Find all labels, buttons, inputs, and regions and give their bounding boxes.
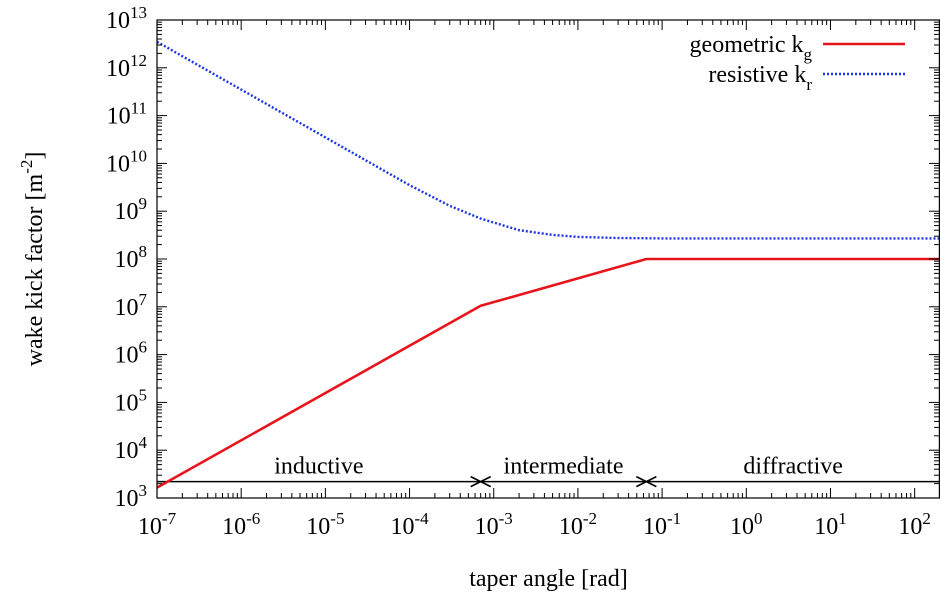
- y-tick-label: 108: [115, 242, 148, 273]
- y-tick-label-exponent: 8: [139, 242, 148, 261]
- y-tick-label-exponent: 10: [130, 146, 147, 165]
- y-tick-label-exponent: 13: [130, 3, 147, 22]
- x-tick-label-exponent: -4: [414, 509, 429, 528]
- legend-label-subscript: r: [806, 75, 812, 94]
- x-tick-label: 100: [730, 509, 763, 540]
- legend-label: resistive kr: [708, 62, 812, 94]
- y-tick-label-base: 10: [106, 8, 130, 34]
- region-label-intermediate: intermediate: [504, 454, 624, 480]
- x-tick-label-base: 10: [730, 514, 754, 540]
- y-tick-label: 1011: [107, 99, 147, 130]
- x-tick-label: 10-3: [475, 509, 513, 540]
- y-axis-label-suffix: ]: [22, 152, 48, 160]
- x-tick-label-base: 10: [475, 514, 499, 540]
- y-tick-label-exponent: 7: [139, 290, 148, 309]
- x-tick-label-exponent: -7: [162, 509, 177, 528]
- y-tick-label-exponent: 5: [139, 385, 148, 404]
- x-tick-label-exponent: 1: [838, 509, 847, 528]
- x-axis-label: taper angle [rad]: [469, 566, 628, 592]
- y-tick-label: 105: [115, 385, 148, 416]
- y-tick-label-base: 10: [107, 104, 131, 130]
- x-tick-label-base: 10: [306, 514, 330, 540]
- y-tick-label-exponent: 9: [139, 194, 148, 213]
- y-axis-label: wake kick factor [m-2]: [17, 152, 48, 367]
- x-tick-label: 10-1: [643, 509, 681, 540]
- region-label-inductive: inductive: [274, 454, 363, 480]
- y-tick-label-base: 10: [115, 199, 139, 225]
- series-line-resistive: [157, 42, 940, 239]
- x-tick-label-exponent: 0: [754, 509, 763, 528]
- y-tick-label-base: 10: [106, 151, 130, 177]
- x-tick-label: 10-7: [138, 509, 177, 540]
- y-tick-label-base: 10: [115, 438, 139, 464]
- y-tick-label: 103: [115, 481, 148, 512]
- x-tick-label: 102: [898, 509, 931, 540]
- x-tick-label-base: 10: [138, 514, 162, 540]
- x-tick-label-exponent: -5: [330, 509, 344, 528]
- x-tick-label: 10-6: [222, 509, 260, 540]
- x-tick-label-exponent: -6: [246, 509, 260, 528]
- y-axis-label-exponent: -2: [17, 160, 36, 174]
- y-tick-label-base: 10: [115, 486, 139, 512]
- x-tick-label: 10-4: [390, 509, 429, 540]
- y-tick-label: 1010: [106, 146, 147, 177]
- x-tick-label-exponent: -1: [667, 509, 681, 528]
- x-tick-label-exponent: 2: [922, 509, 931, 528]
- x-tick-label: 10-2: [559, 509, 597, 540]
- y-tick-label: 106: [115, 338, 148, 369]
- y-tick-label-base: 10: [115, 247, 139, 273]
- y-tick-label-exponent: 12: [130, 51, 147, 70]
- x-tick-label-exponent: -3: [499, 509, 513, 528]
- x-tick-label-base: 10: [643, 514, 667, 540]
- x-tick-label: 101: [814, 509, 847, 540]
- y-tick-label-base: 10: [106, 56, 130, 82]
- y-tick-label-exponent: 11: [131, 99, 147, 118]
- legend-label-name: resistive k: [708, 62, 806, 88]
- y-tick-label-exponent: 4: [139, 433, 148, 452]
- region-label-diffractive: diffractive: [743, 454, 843, 480]
- y-tick-label: 1013: [106, 3, 147, 34]
- y-tick-label: 107: [115, 290, 148, 321]
- x-tick-label-base: 10: [390, 514, 414, 540]
- y-tick-label: 109: [115, 194, 148, 225]
- y-tick-label: 104: [115, 433, 148, 464]
- x-tick-label-base: 10: [814, 514, 838, 540]
- legend-label-name: geometric k: [690, 32, 804, 58]
- y-tick-label-base: 10: [115, 390, 139, 416]
- y-tick-label-base: 10: [115, 295, 139, 321]
- x-tick-label-base: 10: [898, 514, 922, 540]
- region-annotations: inductive intermediate diffractive: [157, 454, 939, 487]
- y-tick-label: 1012: [106, 51, 147, 82]
- x-tick-label-base: 10: [559, 514, 583, 540]
- y-axis-label-text: wake kick factor [m: [22, 173, 48, 366]
- x-tick-label-exponent: -2: [583, 509, 597, 528]
- series-lines: [157, 42, 940, 488]
- y-tick-label-exponent: 3: [139, 481, 148, 500]
- y-tick-label-base: 10: [115, 343, 139, 369]
- x-tick-label: 10-5: [306, 509, 344, 540]
- x-tick-label-base: 10: [222, 514, 246, 540]
- legend-label: geometric kg: [690, 32, 813, 64]
- y-tick-label-exponent: 6: [139, 338, 148, 357]
